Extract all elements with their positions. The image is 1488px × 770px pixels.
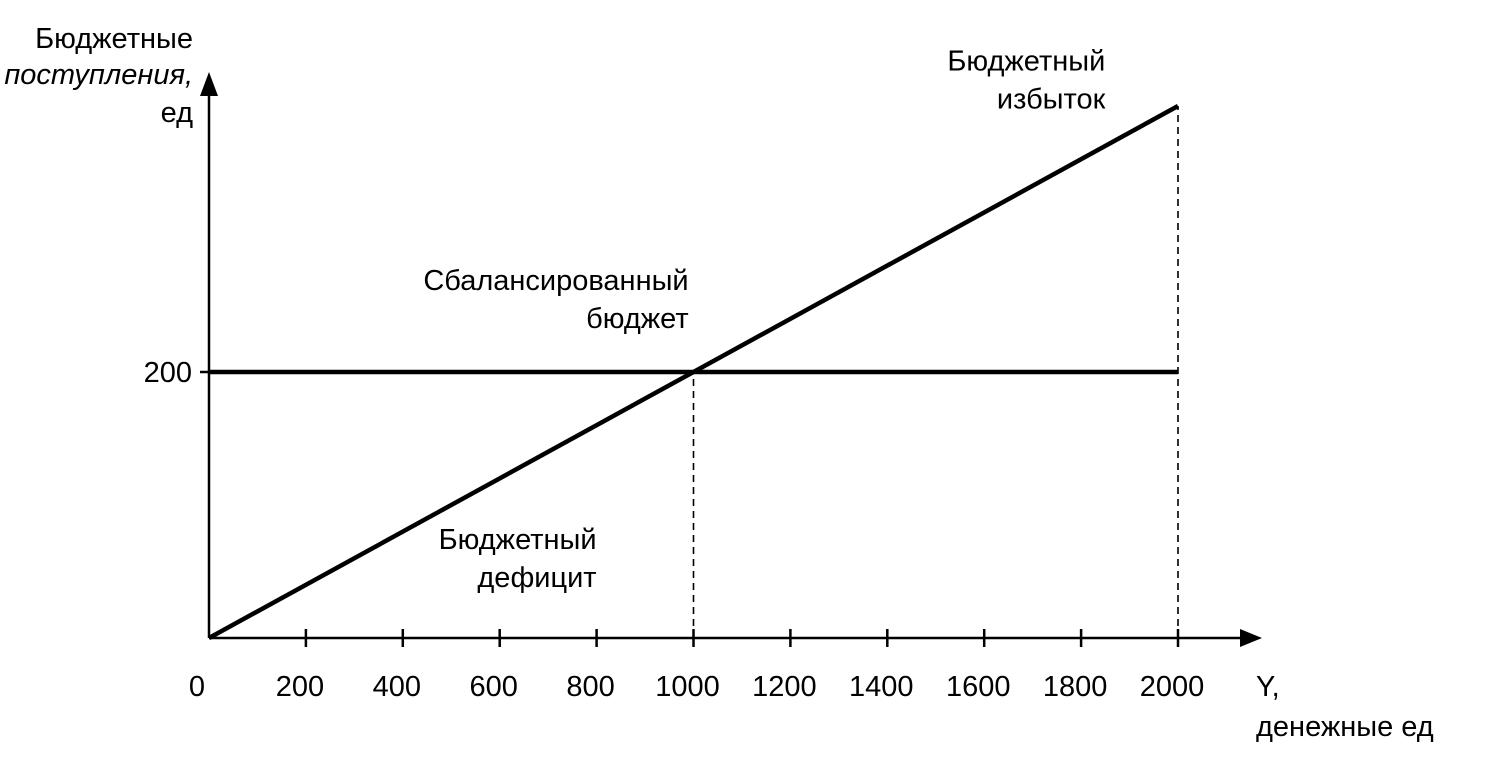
- x-axis-label-line-1: денежные ед: [1256, 711, 1434, 743]
- annotation-1: Сбалансированный бюджет: [423, 265, 688, 335]
- x-tick-label-1400: 1400: [849, 671, 914, 703]
- x-tick-label-200: 200: [276, 671, 324, 703]
- x-axis-label: Y, денежные ед: [1256, 671, 1434, 743]
- annotation-2-line-0: Бюджетный: [439, 524, 597, 556]
- annotation-1-line-0: Сбалансированный: [423, 265, 688, 297]
- x-tick-label-0: 0: [189, 671, 205, 703]
- x-axis-arrow: [1240, 629, 1262, 647]
- ticks-layer: 0 200 400 600 800 1000 1200 1400 1600 1800 2000 200: [144, 357, 1205, 703]
- x-axis-label-line-0: Y,: [1256, 671, 1280, 703]
- annotation-0-line-1: избыток: [997, 83, 1106, 115]
- y-axis-label-line-2: ед: [161, 97, 193, 129]
- y-axis-label-line-0: Бюджетные: [35, 23, 193, 55]
- x-tick-label-1800: 1800: [1043, 671, 1108, 703]
- y-axis-label: Бюджетные поступления, ед: [4, 23, 193, 129]
- x-tick-label-400: 400: [373, 671, 421, 703]
- x-tick-label-1200: 1200: [752, 671, 817, 703]
- annotation-2-line-1: дефицит: [477, 562, 596, 594]
- x-tick-label-600: 600: [470, 671, 518, 703]
- x-tick-label-1600: 1600: [946, 671, 1011, 703]
- y-tick-label-200: 200: [144, 357, 192, 389]
- x-tick-label-1000: 1000: [655, 671, 720, 703]
- series-layer: [207, 104, 1180, 640]
- annotation-0: Бюджетный избыток: [947, 45, 1105, 115]
- y-axis-arrow: [200, 72, 218, 96]
- x-tick-label-2000: 2000: [1140, 671, 1205, 703]
- annotation-1-line-1: бюджет: [586, 303, 689, 335]
- annotation-0-line-0: Бюджетный: [947, 45, 1105, 77]
- annotation-2: Бюджетный дефицит: [439, 524, 597, 594]
- labels-layer: Бюджетные поступления, ед Y, денежные ед Бюдж…: [4, 23, 1433, 743]
- axes-layer: [200, 72, 1262, 647]
- y-axis-label-line-1: поступления,: [4, 59, 193, 91]
- x-tick-label-800: 800: [566, 671, 614, 703]
